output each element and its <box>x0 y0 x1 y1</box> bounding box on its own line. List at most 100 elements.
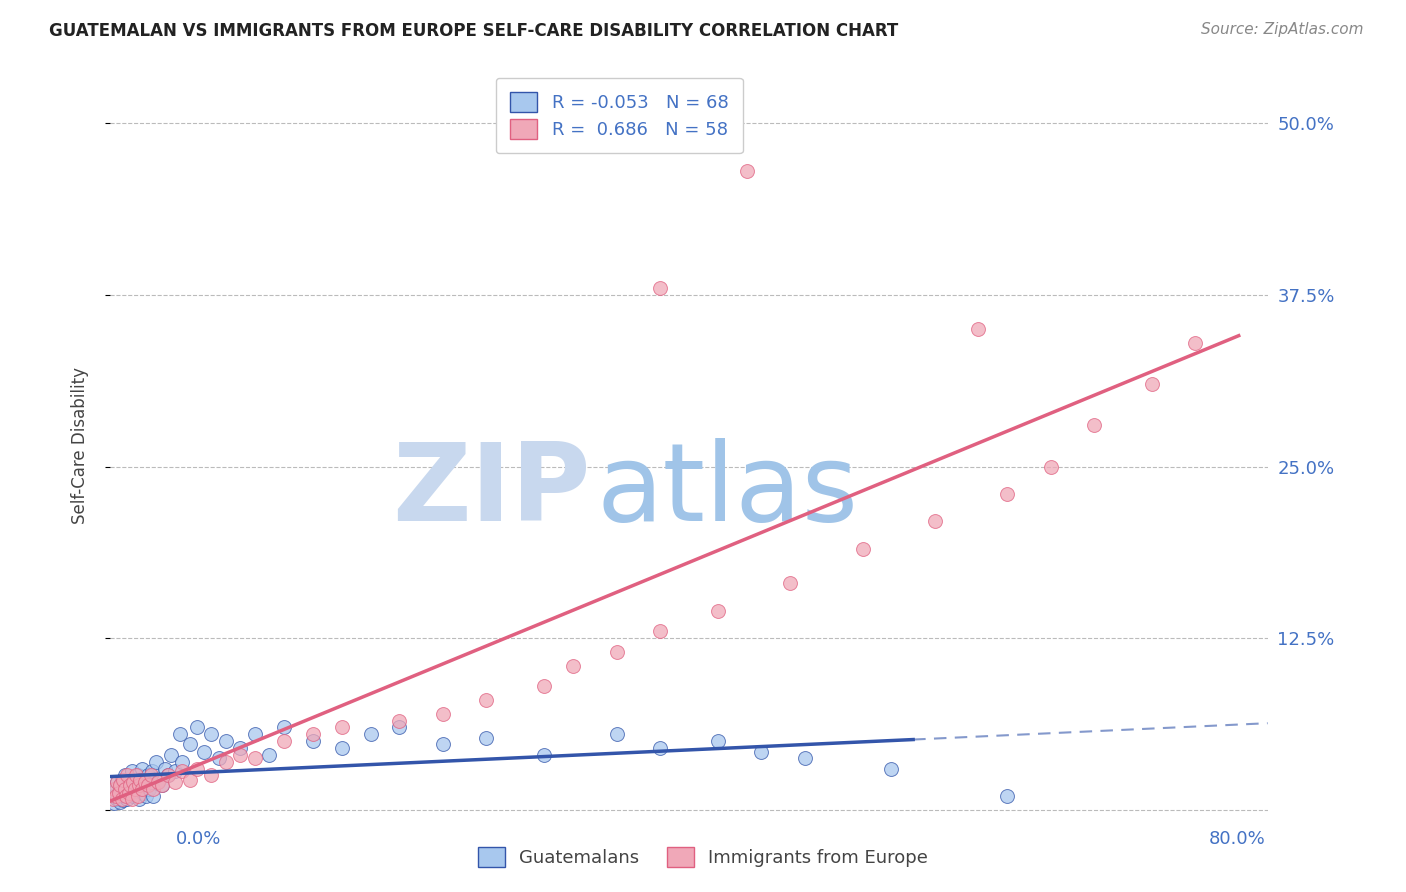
Point <box>562 658 585 673</box>
Point <box>122 775 145 789</box>
Point <box>115 789 138 803</box>
Point <box>273 734 295 748</box>
Legend: R = -0.053   N = 68, R =  0.686   N = 58: R = -0.053 N = 68, R = 0.686 N = 58 <box>496 78 742 153</box>
Point <box>967 322 990 336</box>
Point <box>142 782 165 797</box>
Point <box>112 793 135 807</box>
Point <box>108 778 131 792</box>
Legend: Guatemalans, Immigrants from Europe: Guatemalans, Immigrants from Europe <box>471 839 935 874</box>
Point <box>107 786 129 800</box>
Point <box>125 768 148 782</box>
Point <box>127 768 149 782</box>
Point <box>432 706 454 721</box>
Point <box>135 789 157 803</box>
Point <box>134 772 156 787</box>
Point <box>132 786 155 800</box>
Point <box>128 778 150 792</box>
Point <box>215 734 238 748</box>
Point <box>127 789 149 803</box>
Point <box>153 762 176 776</box>
Point <box>136 778 159 792</box>
Point <box>114 768 136 782</box>
Point <box>125 783 148 797</box>
Point <box>111 789 134 803</box>
Point <box>128 791 150 805</box>
Point <box>793 750 815 764</box>
Y-axis label: Self-Care Disability: Self-Care Disability <box>72 368 89 524</box>
Point <box>114 782 136 797</box>
Point <box>101 791 124 805</box>
Point <box>995 789 1018 803</box>
Point <box>121 791 143 805</box>
Point <box>1083 418 1105 433</box>
Point <box>121 764 143 779</box>
Point <box>779 576 801 591</box>
Point <box>115 789 138 803</box>
Point <box>131 762 153 776</box>
Point <box>160 747 183 762</box>
Point <box>707 734 730 748</box>
Point <box>150 778 173 792</box>
Point <box>120 778 142 792</box>
Point <box>360 727 382 741</box>
Point <box>924 515 946 529</box>
Point <box>108 795 131 809</box>
Point <box>105 791 128 805</box>
Point <box>648 741 671 756</box>
Point <box>136 768 159 782</box>
Point <box>142 789 165 803</box>
Point <box>533 747 555 762</box>
Point <box>179 737 201 751</box>
Point <box>103 796 125 810</box>
Point <box>648 281 671 295</box>
Point <box>172 764 194 779</box>
Point <box>117 768 139 782</box>
Point <box>156 768 179 782</box>
Point <box>156 768 179 782</box>
Point <box>117 778 139 792</box>
Point <box>388 720 411 734</box>
Point <box>101 789 124 803</box>
Point <box>169 727 191 741</box>
Point <box>139 768 162 782</box>
Point <box>707 604 730 618</box>
Point <box>108 778 131 792</box>
Point <box>229 741 252 756</box>
Point <box>105 775 128 789</box>
Point <box>120 786 142 800</box>
Point <box>104 789 127 803</box>
Point <box>107 786 129 800</box>
Point <box>200 768 222 782</box>
Point <box>749 745 772 759</box>
Point <box>851 541 873 556</box>
Point <box>124 782 146 797</box>
Point <box>207 750 229 764</box>
Point <box>1184 336 1206 351</box>
Point <box>330 741 353 756</box>
Point <box>1140 377 1163 392</box>
Point <box>186 762 208 776</box>
Point <box>129 778 152 792</box>
Point <box>131 782 153 797</box>
Text: Source: ZipAtlas.com: Source: ZipAtlas.com <box>1201 22 1364 37</box>
Point <box>1039 459 1062 474</box>
Point <box>118 772 141 787</box>
Point <box>165 775 187 789</box>
Point <box>146 775 169 789</box>
Point <box>475 731 498 746</box>
Point <box>301 727 323 741</box>
Point <box>533 679 555 693</box>
Point <box>200 727 222 741</box>
Point <box>301 734 323 748</box>
Point <box>735 164 758 178</box>
Point <box>138 782 160 797</box>
Point <box>114 782 136 797</box>
Point <box>165 764 187 779</box>
Text: GUATEMALAN VS IMMIGRANTS FROM EUROPE SELF-CARE DISABILITY CORRELATION CHART: GUATEMALAN VS IMMIGRANTS FROM EUROPE SEL… <box>49 22 898 40</box>
Text: ZIP: ZIP <box>392 438 591 544</box>
Point <box>388 714 411 728</box>
Point <box>145 755 167 769</box>
Point <box>141 764 163 779</box>
Text: 0.0%: 0.0% <box>176 830 221 847</box>
Point <box>104 782 127 797</box>
